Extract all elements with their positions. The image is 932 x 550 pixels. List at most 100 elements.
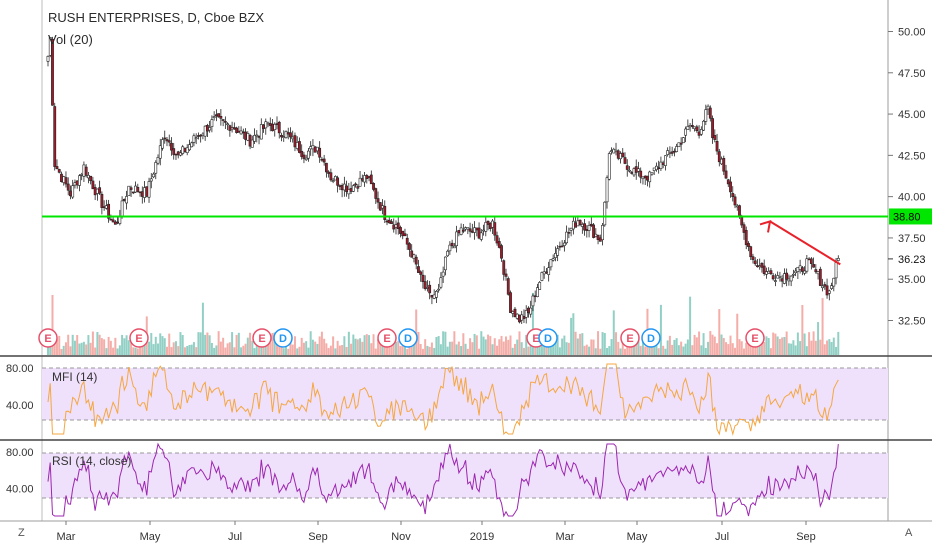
price-axis[interactable]: 50.00 47.50 45.00 42.50 40.00 37.50 35.00 32.50…	[6, 27, 932, 496]
volume-bar	[237, 332, 240, 355]
volume-bar	[240, 347, 243, 355]
volume-bar	[278, 340, 281, 355]
volume-bar	[365, 334, 368, 355]
candle-up	[834, 262, 838, 279]
candle-up	[432, 294, 436, 299]
volume-bar	[482, 336, 485, 355]
volume-bar	[62, 345, 65, 355]
candle-down	[289, 132, 292, 138]
candle-down	[401, 230, 405, 237]
candle-up	[363, 175, 366, 183]
candle-up	[688, 125, 692, 128]
volume-bar	[121, 334, 124, 355]
volume-indicator-label[interactable]: Vol (20)	[48, 32, 93, 47]
volume-bar	[558, 347, 561, 355]
candle-up	[161, 139, 164, 149]
volume-bar	[742, 348, 745, 355]
mfi-indicator-label[interactable]: MFI (14)	[52, 370, 98, 384]
candle-up	[580, 224, 584, 227]
candle-down	[690, 124, 694, 127]
volume-bar	[201, 302, 204, 355]
rsi-tick-label: 40.00	[6, 484, 34, 496]
candle-down	[623, 157, 627, 164]
candle-down	[298, 141, 301, 153]
mfi-band	[42, 368, 888, 420]
time-axis[interactable]: Mar May Jul Sep Nov 2019 Mar May Jul Sep	[57, 521, 816, 543]
candle-down	[468, 228, 472, 232]
candle-down	[286, 132, 290, 135]
volume-bar	[599, 348, 602, 355]
candle-down	[417, 266, 420, 273]
earnings-marker[interactable]	[252, 328, 272, 348]
volume-bar	[374, 348, 377, 355]
volume-bar	[85, 344, 88, 355]
earnings-marker[interactable]	[745, 328, 765, 348]
volume-bar	[787, 343, 790, 355]
volume-bar	[817, 322, 820, 355]
candle-up	[569, 227, 573, 231]
candle-up	[266, 122, 270, 125]
volume-bar	[58, 335, 61, 355]
symbol-title[interactable]: RUSH ENTERPRISES, D, Cboe BZX	[48, 10, 264, 25]
earnings-marker[interactable]	[377, 328, 397, 348]
candle-down	[223, 121, 227, 123]
candle-down	[313, 146, 317, 153]
candle-down	[657, 167, 661, 170]
rsi-indicator-label[interactable]: RSI (14, close)	[52, 454, 132, 468]
candle-up	[259, 124, 263, 140]
price-tick-label: 40.00	[898, 192, 926, 204]
candle-down	[578, 219, 582, 225]
candle-down	[390, 221, 393, 224]
volume-bar	[98, 334, 101, 355]
candle-down	[53, 106, 57, 167]
candle-down	[760, 263, 764, 268]
candle-down	[722, 157, 726, 172]
volume-bar	[127, 340, 130, 355]
candle-down	[248, 134, 252, 147]
candle-down	[630, 172, 634, 174]
candle-down	[621, 152, 625, 158]
volume-bar	[154, 336, 157, 355]
dividend-marker[interactable]	[273, 328, 293, 348]
dividend-marker[interactable]	[641, 328, 661, 348]
volume-bar	[170, 347, 173, 355]
dividend-marker[interactable]	[398, 328, 418, 348]
timezone-button[interactable]: Z	[18, 527, 25, 539]
volume-bar	[397, 340, 400, 355]
volume-bar	[109, 340, 112, 355]
earnings-marker[interactable]	[38, 328, 58, 348]
volume-bar	[776, 336, 779, 355]
volume-bar	[543, 339, 546, 355]
earnings-marker[interactable]	[129, 328, 149, 348]
candle-up	[607, 153, 611, 180]
earnings-marker[interactable]	[620, 328, 640, 348]
volume-bar	[168, 333, 171, 355]
volume-bar	[718, 309, 721, 355]
candle-up	[827, 290, 831, 294]
dividend-marker[interactable]	[538, 328, 558, 348]
volume-bar	[805, 346, 808, 355]
candle-down	[374, 188, 378, 199]
candle-up	[78, 175, 81, 186]
volume-bar	[617, 341, 620, 355]
candle-down	[131, 191, 135, 194]
candle-up	[185, 147, 189, 154]
candle-down	[349, 188, 353, 192]
candle-down	[69, 190, 72, 197]
candle-down	[64, 177, 68, 185]
volume-bar	[767, 338, 770, 355]
candle-down	[219, 116, 223, 119]
candle-down	[176, 151, 180, 156]
volume-bar	[796, 332, 799, 355]
volume-bar	[444, 331, 447, 355]
candle-up	[439, 277, 443, 288]
volume-bar	[505, 336, 508, 355]
volume-bar	[130, 340, 133, 355]
candle-up	[134, 185, 137, 193]
candle-up	[542, 271, 546, 275]
auto-scale-button[interactable]: A	[905, 527, 913, 539]
volume-bar	[574, 331, 577, 355]
volume-bar	[325, 343, 328, 355]
